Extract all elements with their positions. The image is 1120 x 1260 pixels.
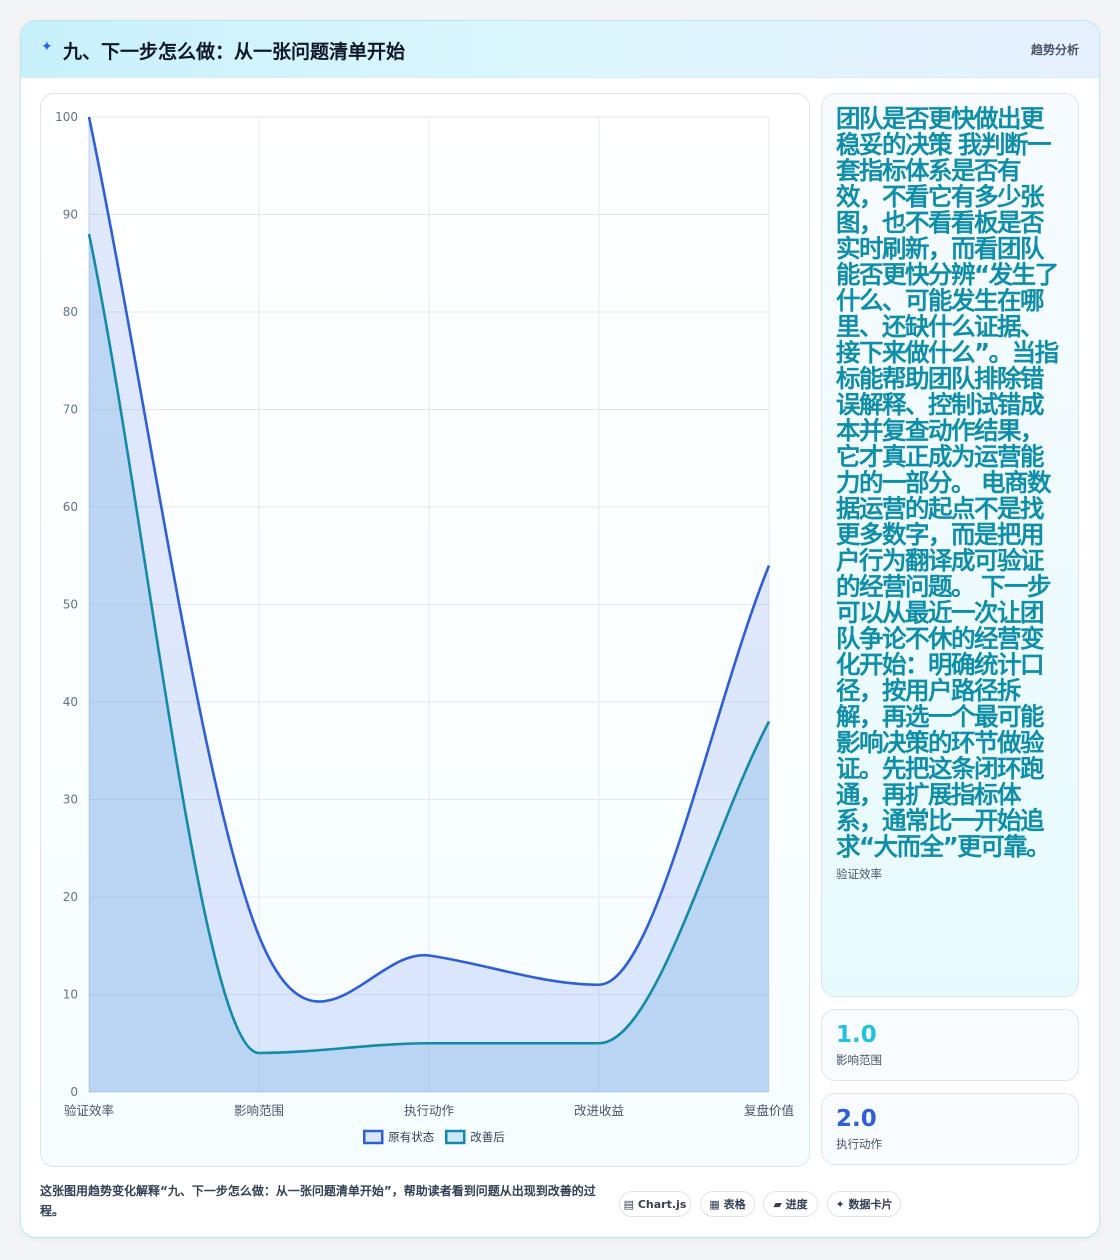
page-title: 九、下一步怎么做：从一张问题清单开始 — [63, 41, 406, 63]
y-tick-label: 50 — [63, 598, 78, 612]
pill-label: 数据卡片 — [848, 1198, 893, 1211]
series-line-2 — [87, 233, 771, 1055]
progress-icon: ▰ — [773, 1198, 782, 1211]
chart-panel: 0 10 20 30 40 50 60 70 80 90 100 验证效率 影响范围 执行动作 改进收益 复盘… — [40, 93, 810, 1167]
y-tick-label: 40 — [63, 695, 78, 709]
stat-value-action: 2.0 — [836, 1106, 877, 1132]
pill-label: 表格 — [723, 1198, 746, 1211]
trend-line-chart: 0 10 20 30 40 50 60 70 80 90 100 验证效率 影响范围 执行动作 改进收益 复盘… — [55, 110, 794, 1145]
x-tick-label: 影响范围 — [234, 1103, 284, 1118]
series-area-2 — [89, 234, 769, 1092]
category-tag: 趋势分析 — [1030, 43, 1079, 57]
card-header: ✦ 九、下一步怎么做：从一张问题清单开始 趋势分析 — [21, 21, 1099, 78]
x-tick-label: 复盘价值 — [744, 1103, 794, 1118]
insight-label: 验证效率 — [836, 867, 882, 881]
pill-progress[interactable]: ▰ 进度 — [763, 1191, 818, 1217]
table-icon: ▦ — [709, 1198, 720, 1211]
chart-card: ✦ 九、下一步怎么做：从一张问题清单开始 趋势分析 0 10 20 30 40 50 60 7… — [20, 20, 1100, 1238]
stat-card-action: 2.0 执行动作 — [821, 1093, 1079, 1165]
y-tick-label: 60 — [63, 500, 78, 514]
x-tick-label: 改进收益 — [574, 1103, 624, 1118]
legend-swatch — [445, 1129, 466, 1145]
stat-card-impact: 1.0 影响范围 — [821, 1009, 1079, 1081]
sparkle-icon: ✦ — [41, 39, 53, 55]
sparkle-icon: ✦ — [835, 1198, 845, 1211]
y-tick-label: 100 — [55, 110, 78, 124]
y-tick-label: 20 — [63, 890, 78, 904]
legend-label: 原有状态 — [388, 1130, 434, 1144]
stat-label-action: 执行动作 — [836, 1137, 882, 1151]
y-tick-label: 70 — [63, 403, 78, 417]
pill-chartjs[interactable]: ▤ Chart.js — [619, 1191, 691, 1217]
pill-data-card[interactable]: ✦ 数据卡片 — [827, 1191, 901, 1217]
stat-value-impact: 1.0 — [836, 1022, 877, 1048]
legend-label: 改善后 — [470, 1130, 505, 1144]
y-tick-label: 90 — [63, 208, 78, 222]
chart-caption: 这张图用趋势变化解释“九、下一步怎么做：从一张问题清单开始”，帮助读者看到问题从… — [40, 1184, 596, 1218]
stat-label-impact: 影响范围 — [836, 1053, 882, 1067]
y-tick-label: 0 — [70, 1085, 78, 1099]
legend-swatch — [363, 1129, 384, 1145]
series-line-1 — [87, 116, 771, 1003]
y-tick-label: 10 — [63, 988, 78, 1002]
series-area-1 — [89, 117, 769, 1092]
pill-label: Chart.js — [637, 1198, 687, 1211]
x-tick-label: 验证效率 — [64, 1103, 114, 1118]
insight-panel: 团队是否更快做出更稳妥的决策 我判断一套指标体系是否有效，不看它有多少张图，也不… — [821, 93, 1079, 997]
pill-label: 进度 — [785, 1198, 808, 1211]
pill-table[interactable]: ▦ 表格 — [700, 1191, 755, 1217]
insight-text: 团队是否更快做出更稳妥的决策 我判断一套指标体系是否有效，不看它有多少张图，也不… — [836, 104, 1059, 861]
x-tick-label: 执行动作 — [404, 1103, 455, 1118]
y-tick-label: 30 — [63, 793, 78, 807]
y-tick-label: 80 — [63, 305, 78, 319]
chart-icon: ▤ — [623, 1198, 635, 1211]
